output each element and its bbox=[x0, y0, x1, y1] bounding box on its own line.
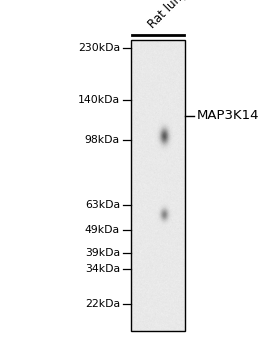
Text: MAP3K14: MAP3K14 bbox=[196, 109, 259, 122]
Text: 63kDa: 63kDa bbox=[85, 200, 120, 210]
Text: 98kDa: 98kDa bbox=[85, 135, 120, 145]
Text: Rat lung: Rat lung bbox=[146, 0, 190, 32]
Text: 49kDa: 49kDa bbox=[85, 225, 120, 235]
Text: 22kDa: 22kDa bbox=[85, 299, 120, 309]
Text: 34kDa: 34kDa bbox=[85, 264, 120, 274]
Text: 230kDa: 230kDa bbox=[78, 43, 120, 53]
Bar bbox=[131, 40, 185, 331]
Text: 140kDa: 140kDa bbox=[78, 95, 120, 105]
Text: 39kDa: 39kDa bbox=[85, 248, 120, 258]
